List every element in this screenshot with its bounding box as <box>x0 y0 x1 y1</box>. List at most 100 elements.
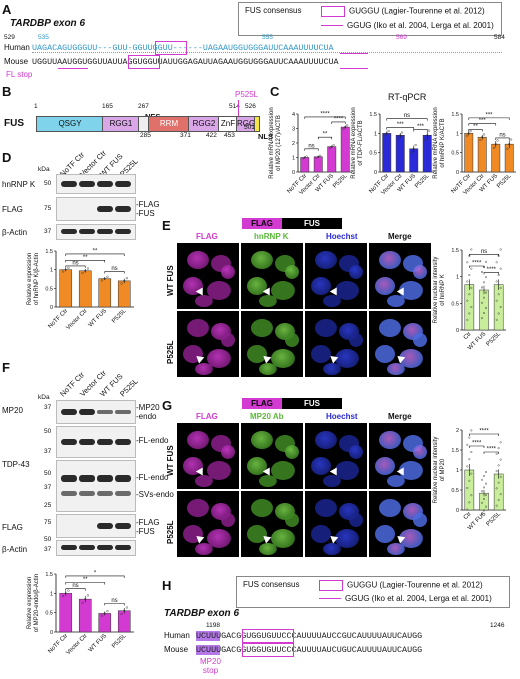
g-row-p525l: P525L <box>166 520 175 544</box>
data-point <box>120 282 123 285</box>
motif-line-1 <box>58 68 88 69</box>
nucleus <box>387 475 405 487</box>
data-point <box>483 474 486 477</box>
data-point <box>468 293 471 296</box>
pos-526: 526 <box>245 103 256 110</box>
bar <box>479 289 489 331</box>
nucleus <box>311 345 331 363</box>
significance-label: ns <box>308 143 314 149</box>
data-point <box>64 592 67 595</box>
data-point <box>466 318 469 321</box>
data-point <box>499 306 502 309</box>
x-tick-label: Ctr <box>463 331 473 341</box>
data-point <box>467 132 470 135</box>
significance-label: ns <box>111 266 117 272</box>
data-point <box>485 505 488 508</box>
bar <box>395 135 405 173</box>
significance-bracket <box>304 116 346 119</box>
nucleus <box>271 349 295 368</box>
nucleus <box>399 349 423 368</box>
data-point <box>480 271 483 274</box>
data-point <box>480 501 483 504</box>
bar <box>477 136 487 173</box>
significance-bracket <box>483 272 499 275</box>
pos-422: 422 <box>206 132 217 139</box>
data-point <box>301 157 305 160</box>
fl-stop-label: FL stop <box>6 70 33 79</box>
data-point <box>480 490 483 493</box>
g-micrograph <box>240 422 304 490</box>
nucleus <box>259 475 277 487</box>
nucleus <box>413 265 427 279</box>
e-micrograph <box>240 310 304 378</box>
x-tick-label: P525L <box>414 173 431 190</box>
data-point <box>468 479 471 482</box>
g-fus-bar: FUS <box>282 398 342 409</box>
nls-label: NLS <box>258 132 273 141</box>
mark-f-7: 50 <box>44 536 52 543</box>
nucleus <box>183 345 203 363</box>
blot-flag-f <box>56 514 136 538</box>
data-point <box>468 458 471 461</box>
y-axis-label: Relative nuclear intensity <box>433 437 439 504</box>
nucleus <box>251 431 273 449</box>
significance-label: ns <box>404 113 410 119</box>
kda-d: kDa <box>38 166 50 173</box>
significance-bracket <box>468 129 483 132</box>
motif-box-2 <box>128 55 160 69</box>
y-tick-label: 1 <box>50 268 53 274</box>
bar <box>327 146 337 173</box>
significance-bracket <box>469 253 499 257</box>
data-point <box>399 134 402 137</box>
data-point <box>483 312 486 315</box>
y-tick-label: 0 <box>50 305 53 311</box>
nucleus <box>271 281 295 300</box>
y-tick-label: 0 <box>456 508 459 514</box>
data-point <box>123 279 126 282</box>
pos-453: 453 <box>224 132 235 139</box>
significance-bracket <box>104 271 125 274</box>
data-point <box>485 494 488 497</box>
significance-label: **** <box>479 429 489 435</box>
y-tick-label: 1.5 <box>45 572 53 578</box>
data-point <box>485 260 488 263</box>
human-sequence-a: UAGACAGUGGGUU---GUU-GGUUGGUU------UAGAAU… <box>32 43 334 53</box>
data-point <box>508 143 511 146</box>
nucleus <box>379 251 401 269</box>
data-point <box>466 261 469 264</box>
arrowhead-icon <box>196 353 206 364</box>
data-point <box>485 291 488 294</box>
e-micrograph <box>240 242 304 310</box>
nucleus <box>271 529 295 548</box>
nucleus <box>323 543 341 555</box>
y-tick-label: 2 <box>456 428 459 434</box>
data-point <box>470 451 473 454</box>
data-point <box>483 486 486 489</box>
data-point <box>303 156 306 159</box>
h-line-swatch-icon <box>319 598 341 600</box>
data-point <box>495 470 498 473</box>
g-col-hoechst: Hoechst <box>326 412 358 421</box>
data-point <box>485 471 488 474</box>
blot-hnrnpk <box>56 174 136 194</box>
data-point <box>499 248 502 251</box>
nucleus <box>349 265 363 279</box>
nucleus <box>311 525 331 543</box>
e-fus-bar: FUS <box>282 218 342 229</box>
nucleus <box>387 543 405 555</box>
h-pos-end: 1246 <box>490 622 505 629</box>
data-point <box>470 286 473 289</box>
bar <box>98 613 112 633</box>
nucleus <box>251 319 273 337</box>
significance-label: ns <box>481 249 487 255</box>
data-point <box>383 134 387 137</box>
data-point <box>466 465 469 468</box>
x-tick-label: P525L <box>332 173 349 190</box>
data-point <box>330 145 333 148</box>
h-box-swatch-icon <box>319 580 343 591</box>
significance-bracket <box>331 121 346 124</box>
data-point <box>470 248 473 251</box>
significance-bracket <box>304 148 319 151</box>
nucleus <box>187 251 209 269</box>
